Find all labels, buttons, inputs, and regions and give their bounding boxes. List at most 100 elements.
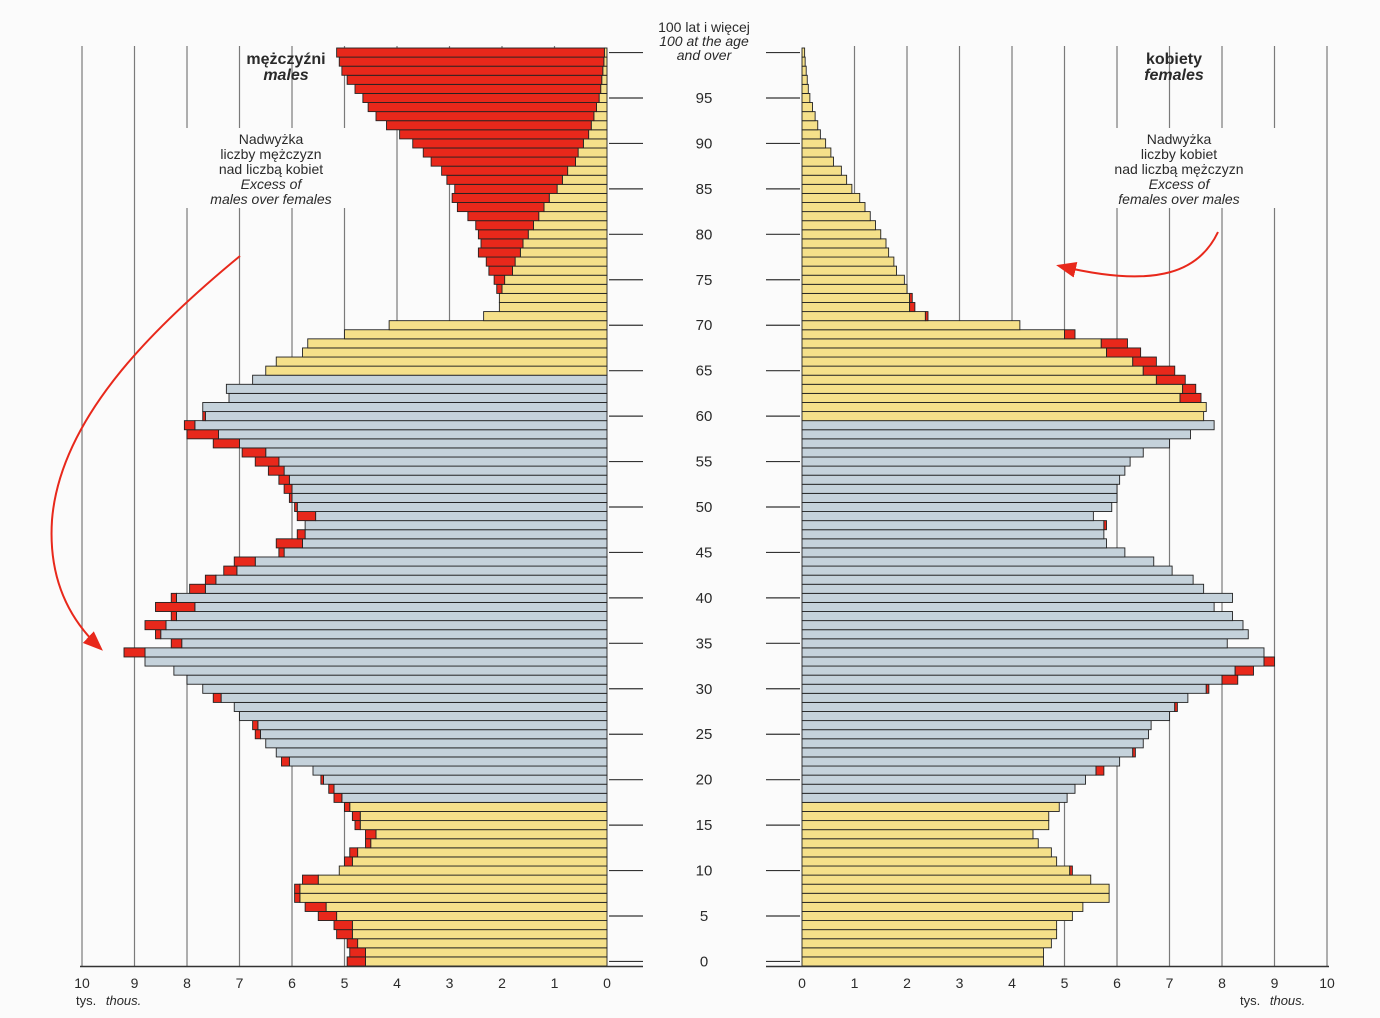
age-label-65: 65 — [696, 363, 713, 380]
female-bar-age-27 — [801, 711, 1170, 722]
male-bar-age-66 — [275, 356, 608, 367]
female-bar-age-95 — [801, 92, 811, 103]
male-excess-bar-age-74 — [496, 283, 503, 294]
female-bar-age-81 — [801, 220, 876, 231]
male-bar-age-71 — [483, 311, 608, 322]
male-bar-age-1 — [365, 947, 608, 958]
female-bar-age-67 — [801, 347, 1107, 358]
x-tick-left-6: 6 — [288, 975, 296, 991]
females-note-backing — [1070, 128, 1288, 208]
female-bar-age-75 — [801, 274, 905, 285]
female-bar-age-60 — [801, 411, 1205, 422]
female-bar-age-62 — [801, 392, 1181, 403]
male-excess-bar-age-87 — [441, 165, 569, 176]
female-bar-age-52 — [801, 483, 1118, 494]
female-bar-age-10 — [801, 865, 1071, 876]
male-bar-age-14 — [375, 829, 608, 840]
male-excess-bar-age-6 — [304, 901, 327, 912]
males-excess-arrow — [50, 255, 241, 651]
female-bar-age-58 — [801, 429, 1191, 440]
male-bar-age-82 — [538, 211, 608, 222]
male-bar-age-54 — [283, 465, 608, 476]
female-bar-age-5 — [801, 911, 1073, 922]
male-excess-bar-age-16 — [351, 811, 361, 822]
female-bar-age-50 — [801, 502, 1113, 512]
male-excess-bar-age-19 — [328, 783, 335, 794]
female-excess-bar-age-64 — [1155, 374, 1186, 385]
male-excess-bar-age-97 — [346, 74, 603, 85]
male-bar-age-12 — [357, 847, 608, 858]
male-bar-age-16 — [359, 811, 608, 822]
male-bar-age-86 — [561, 174, 608, 185]
male-excess-bar-age-20 — [320, 774, 324, 785]
male-bar-age-58 — [218, 429, 608, 440]
females-note-line2: liczby kobiet — [1141, 146, 1217, 162]
age-label-0: 0 — [700, 953, 708, 970]
male-excess-bar-age-44 — [233, 556, 256, 567]
male-bar-age-25 — [260, 729, 608, 740]
female-bar-age-6 — [801, 901, 1084, 912]
male-bar-age-46 — [302, 538, 608, 549]
male-bar-age-57 — [239, 438, 608, 449]
male-bar-age-93 — [593, 111, 608, 122]
age-label-70: 70 — [696, 317, 713, 334]
male-excess-bar-age-8 — [294, 883, 301, 894]
male-bar-age-99 — [603, 56, 608, 67]
male-excess-bar-age-11 — [344, 856, 353, 867]
female-excess-bar-age-28 — [1174, 701, 1178, 712]
female-bar-age-8 — [801, 883, 1110, 894]
male-excess-bar-age-86 — [446, 174, 563, 185]
male-bar-age-50 — [296, 502, 608, 512]
male-bar-age-51 — [291, 492, 608, 503]
female-bar-age-66 — [801, 356, 1134, 367]
female-bar-age-14 — [801, 829, 1034, 840]
female-bar-age-55 — [801, 456, 1131, 467]
male-excess-bar-age-50 — [294, 502, 298, 512]
male-excess-bar-age-96 — [354, 83, 602, 94]
male-bar-age-53 — [288, 474, 608, 485]
male-excess-bar-age-5 — [317, 911, 338, 922]
female-bar-age-63 — [801, 383, 1184, 394]
female-bar-age-70 — [801, 320, 1021, 331]
male-bar-age-79 — [522, 238, 608, 249]
male-bar-age-19 — [333, 783, 608, 794]
unit-label-left-pl: tys. — [76, 993, 96, 1008]
male-excess-bar-age-59 — [183, 420, 196, 431]
male-bar-age-17 — [349, 801, 608, 812]
male-bar-age-35 — [181, 638, 608, 649]
female-bar-age-43 — [801, 565, 1173, 576]
male-bar-age-52 — [291, 483, 608, 494]
age-label-10: 10 — [696, 863, 713, 880]
x-tick-right-0: 0 — [798, 975, 806, 991]
male-bar-age-31 — [186, 674, 608, 685]
female-bar-age-94 — [801, 102, 813, 113]
age-label-75: 75 — [696, 272, 713, 289]
male-bar-age-80 — [527, 229, 608, 240]
female-bar-age-19 — [801, 783, 1076, 794]
female-bar-age-16 — [801, 811, 1050, 822]
age-label-15: 15 — [696, 817, 713, 834]
male-bar-age-2 — [357, 938, 608, 949]
male-excess-bar-age-85 — [454, 183, 558, 194]
male-bar-age-9 — [317, 874, 608, 885]
male-excess-bar-age-78 — [477, 247, 521, 258]
male-excess-bar-age-13 — [365, 838, 372, 849]
male-excess-bar-age-76 — [488, 265, 513, 276]
male-bar-age-45 — [283, 547, 608, 558]
male-bar-age-89 — [577, 147, 608, 158]
male-bar-age-44 — [254, 556, 608, 567]
male-bar-age-56 — [265, 447, 608, 458]
male-bar-age-65 — [265, 365, 608, 376]
female-bar-age-65 — [801, 365, 1144, 376]
x-tick-right-8: 8 — [1218, 975, 1226, 991]
female-bar-age-93 — [801, 111, 816, 122]
female-bar-age-77 — [801, 256, 895, 267]
male-excess-bar-age-4 — [333, 920, 353, 931]
x-tick-left-10: 10 — [74, 975, 90, 991]
female-excess-bar-age-23 — [1132, 747, 1136, 758]
unit-label-right-pl: tys. — [1240, 993, 1260, 1008]
unit-label-right-en: thous. — [1270, 993, 1305, 1008]
male-excess-bar-age-77 — [485, 256, 516, 267]
male-bar-age-18 — [341, 792, 608, 803]
x-tick-left-0: 0 — [603, 975, 611, 991]
